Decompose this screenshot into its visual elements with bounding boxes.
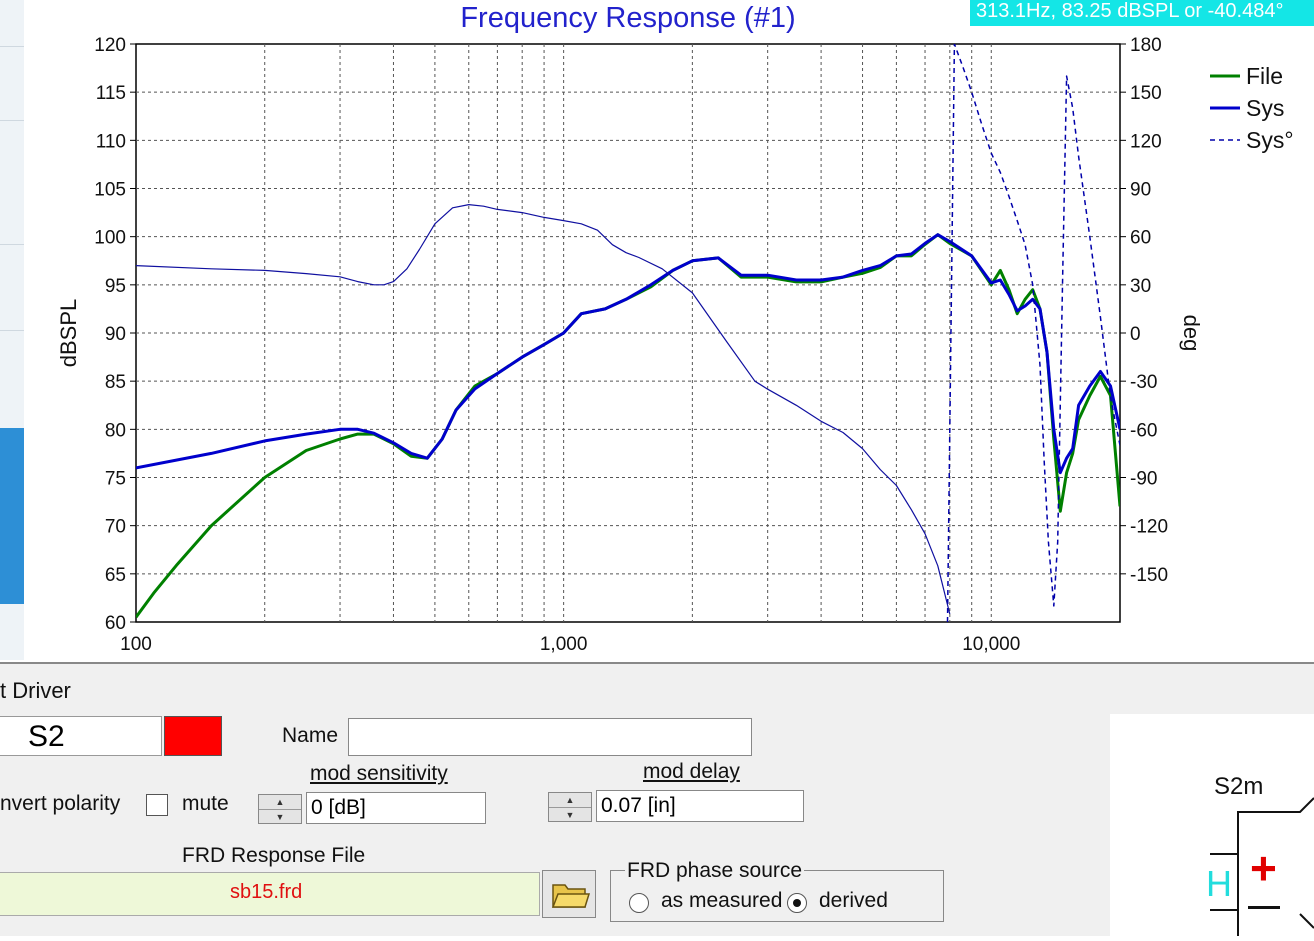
y2-tick-label: -120 [1130,517,1168,538]
left-sidebar-fragment [0,0,25,660]
schematic-minus [1248,906,1280,909]
y2-tick-label: 120 [1130,131,1162,152]
mod-delay-label: mod delay [643,760,740,783]
series-line-3 [136,204,951,615]
phase-derived-label: derived [819,889,888,912]
series-line-1 [136,233,1120,475]
sidebar-highlight [0,428,24,604]
legend-label: File [1246,63,1283,89]
name-label: Name [282,724,339,747]
y-tick-label: 110 [96,131,126,152]
y2-tick-label: -30 [1130,372,1157,393]
y2-tick-label: -150 [1130,565,1168,586]
phase-as-measured-radio[interactable] [629,893,649,913]
schematic-label: S2m [1214,773,1263,800]
y2-tick-label: 90 [1130,180,1151,201]
spin-up-icon[interactable]: ▲ [549,793,591,808]
x-tick-label: 1,000 [540,634,588,655]
frd-file-label: FRD Response File [182,844,366,867]
mute-label: mute [182,792,229,815]
y-tick-label: 75 [105,469,126,490]
y2-tick-label: 60 [1130,228,1151,249]
legend-label: Sys° [1246,127,1294,153]
spin-down-icon[interactable]: ▼ [565,810,575,820]
y2-axis-label: deg [1179,315,1204,352]
y-tick-label: 60 [105,613,126,634]
x-tick-label: 100 [120,634,152,655]
y-tick-label: 120 [94,35,126,56]
invert-polarity-label: nvert polarity [0,792,121,815]
y2-tick-label: 180 [1130,35,1162,56]
y-tick-label: 85 [105,372,126,393]
y2-tick-label: -60 [1130,420,1157,441]
mod-sensitivity-input[interactable] [306,792,486,824]
y-tick-label: 80 [105,420,126,441]
schematic-area: S2m H + [1110,714,1314,936]
panel-title: t Driver [0,678,71,703]
mod-delay-spinner[interactable]: ▲ ▼ [548,792,592,822]
y2-tick-label: 30 [1130,276,1151,297]
chart-title: Frequency Response (#1) [460,2,795,34]
frd-phase-source-label: FRD phase source [625,859,805,883]
y-tick-label: 105 [94,180,126,201]
y-tick-label: 90 [105,324,126,345]
spin-down-icon[interactable]: ▼ [275,812,285,822]
frd-phase-source-group: FRD phase source as measured derived [610,859,944,922]
x-tick-label: 10,000 [962,634,1020,655]
spin-up-icon[interactable]: ▲ [259,795,301,810]
phase-as-measured-label: as measured [661,889,783,912]
y-axis-label: dBSPL [56,299,81,368]
mod-sensitivity-label: mod sensitivity [310,762,448,785]
panel-splitter[interactable] [0,662,1314,664]
schematic-h: H [1206,863,1232,904]
y2-tick-label: 150 [1130,83,1162,104]
frd-file-field[interactable]: sb15.frd [0,872,540,916]
folder-icon [551,884,591,908]
y2-tick-label: 0 [1130,324,1141,345]
name-input[interactable] [348,718,752,756]
y-tick-label: 65 [105,565,126,586]
schematic-plus: + [1250,842,1277,894]
driver-name-field[interactable]: S2 [0,716,162,756]
y-tick-label: 115 [96,83,126,104]
phase-derived-radio[interactable] [787,893,807,913]
mod-sensitivity-spinner[interactable]: ▲ ▼ [258,794,302,824]
driver-schematic: S2m H + [1206,773,1314,936]
y-tick-label: 95 [105,276,126,297]
driver-panel: t Driver S2m H + S2 Name mod sensitivity… [0,664,1314,936]
frequency-response-chart[interactable]: 120 115 110 105 100 95 90 85 80 75 70 65 60 180 150 120… [24,0,1314,662]
invert-polarity-checkbox[interactable] [146,794,168,816]
mod-delay-input[interactable] [596,790,804,822]
frd-file-name: sb15.frd [230,881,303,903]
y-tick-label: 100 [94,228,126,249]
cursor-readout: 313.1Hz, 83.25 dBSPL or -40.484° [970,0,1314,26]
y-tick-label: 70 [105,517,126,538]
chart-svg: 120 115 110 105 100 95 90 85 80 75 70 65 60 180 150 120… [56,2,1294,655]
open-folder-button[interactable] [542,870,596,918]
driver-color-swatch[interactable] [164,716,222,756]
legend-label: Sys [1246,95,1284,121]
series-line-2 [946,44,1120,622]
y2-tick-label: -90 [1130,469,1157,490]
